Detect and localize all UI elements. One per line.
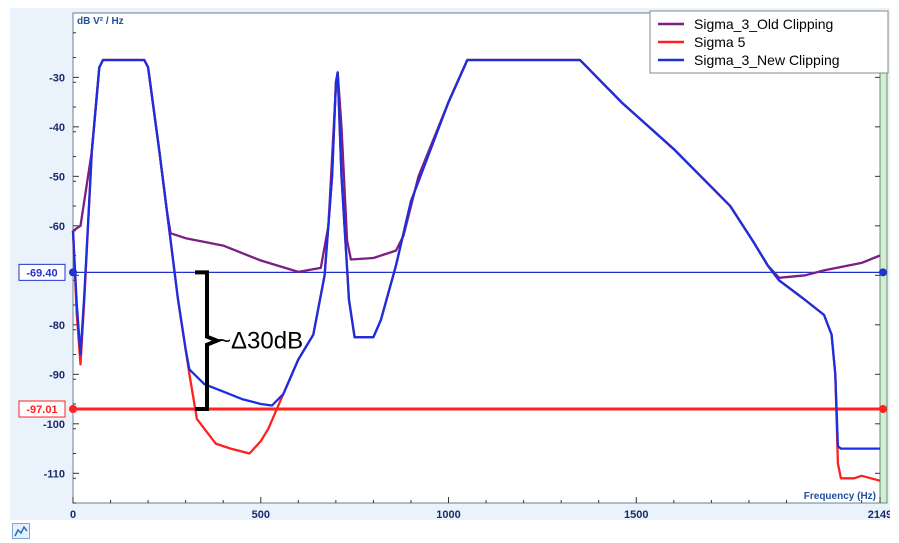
y-tick-label: -60 xyxy=(49,221,65,233)
delta-annotation: ~Δ30dB xyxy=(195,270,303,412)
y-tick-label: -90 xyxy=(49,369,65,381)
cursor-label[interactable]: -97.01 xyxy=(26,404,57,416)
legend: Sigma_3_Old Clipping Sigma 5 Sigma_3_New C… xyxy=(649,10,889,74)
axis-ticks: -30-40-50-60-70-80-90-100-11005001000150… xyxy=(43,32,890,520)
cursor-label[interactable]: -69.40 xyxy=(26,267,57,279)
plot-area xyxy=(72,12,881,504)
x-tick-label: 500 xyxy=(252,509,270,520)
legend-label: Sigma 5 xyxy=(694,34,746,50)
chart-frame: -30-40-50-60-70-80-90-100-11005001000150… xyxy=(10,8,890,520)
cursor-handle-right[interactable] xyxy=(879,268,887,277)
psd-chart: -30-40-50-60-70-80-90-100-11005001000150… xyxy=(18,10,890,520)
y-axis-title: dB V² / Hz xyxy=(77,16,124,27)
series-line xyxy=(71,58,880,450)
cursor-label-box[interactable] xyxy=(18,263,66,281)
cursor-handle-right[interactable] xyxy=(879,405,887,414)
series-layer xyxy=(71,58,881,482)
cursor-label-box[interactable] xyxy=(18,400,66,418)
cursor-handle-left[interactable] xyxy=(69,405,77,414)
brace-mark xyxy=(195,270,223,412)
x-tick-label: 0 xyxy=(70,509,76,520)
x-tick-label: 1500 xyxy=(624,509,648,520)
x-axis-title: Frequency (Hz) xyxy=(804,491,876,502)
y-tick-label: -110 xyxy=(44,468,65,480)
y-tick-label: -40 xyxy=(49,122,65,134)
x-tick-label: 1000 xyxy=(436,509,460,520)
y-tick-label: -30 xyxy=(49,72,65,84)
y-tick-label: -100 xyxy=(43,419,65,431)
chart-view-icon[interactable] xyxy=(12,523,30,539)
y-tick-label: -80 xyxy=(49,320,65,332)
chart-view-glyph xyxy=(14,525,28,537)
legend-label: Sigma_3_New Clipping xyxy=(694,52,840,68)
right-axis-strip xyxy=(879,12,888,504)
delta-annotation-text: ~Δ30dB xyxy=(217,328,303,355)
y-tick-label: -50 xyxy=(49,171,65,183)
legend-box xyxy=(649,10,889,74)
x-tick-label: 2149 xyxy=(868,509,890,520)
legend-label: Sigma_3_Old Clipping xyxy=(694,16,833,32)
